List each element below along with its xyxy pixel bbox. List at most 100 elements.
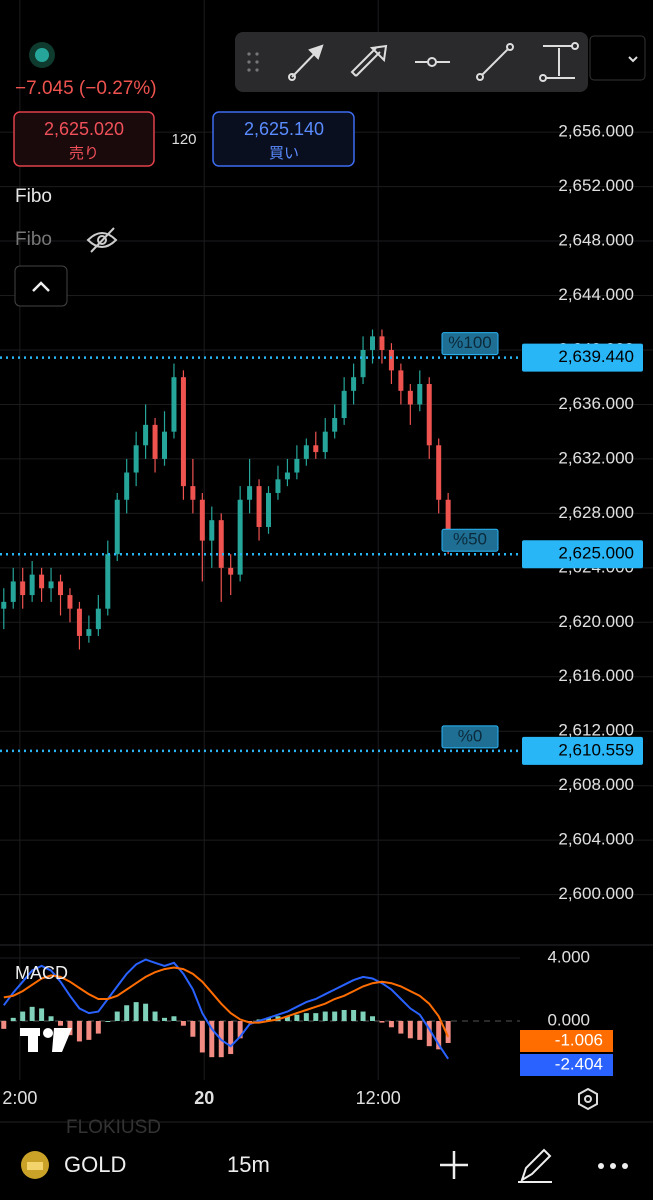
y-tick-label: 4.000 bbox=[547, 948, 590, 967]
histogram-bar bbox=[407, 1020, 413, 1039]
drag-handle bbox=[247, 52, 259, 72]
histogram-bar bbox=[388, 1020, 394, 1028]
price-change: −7.045 (−0.27%) bbox=[15, 78, 157, 99]
candle-body bbox=[67, 595, 73, 609]
last-value-box bbox=[520, 1030, 613, 1052]
last-value-label: -2.404 bbox=[555, 1054, 603, 1073]
histogram-bar bbox=[76, 1020, 82, 1042]
candle-body bbox=[1, 601, 7, 609]
tv-logo bbox=[20, 1028, 72, 1052]
candle-body bbox=[247, 486, 253, 500]
histogram-bar bbox=[426, 1020, 432, 1047]
candle-body bbox=[237, 499, 243, 575]
indicator-label: Fibo bbox=[15, 186, 52, 207]
y-tick-label: 2,652.000 bbox=[558, 176, 634, 195]
buy-label: 買い bbox=[269, 145, 299, 162]
candle-body bbox=[95, 608, 101, 630]
histogram-bar bbox=[303, 1013, 309, 1021]
histogram-bar bbox=[360, 1011, 366, 1021]
histogram-bar bbox=[39, 1008, 45, 1021]
buy-button[interactable] bbox=[212, 111, 355, 167]
dropdown-chevron bbox=[628, 56, 638, 63]
histogram-bar bbox=[95, 1020, 101, 1034]
horizontal-ray-tool[interactable] bbox=[415, 57, 450, 67]
dropdown[interactable] bbox=[589, 35, 646, 81]
histogram-bar bbox=[29, 1006, 35, 1021]
fibo-tag-box bbox=[441, 528, 499, 552]
fibo-tag-box bbox=[441, 725, 499, 749]
candle-body bbox=[341, 390, 347, 419]
candle-body bbox=[190, 486, 196, 500]
y-tick-label: 2,632.000 bbox=[558, 448, 634, 467]
chevron-up bbox=[32, 281, 50, 292]
candle-body bbox=[86, 629, 92, 636]
candle-body bbox=[171, 377, 177, 432]
last-value-box bbox=[520, 1054, 613, 1076]
candle-body bbox=[48, 581, 54, 589]
sell-button[interactable] bbox=[13, 111, 155, 167]
candle-body bbox=[322, 431, 328, 453]
histogram-bar bbox=[199, 1020, 205, 1053]
candle-body bbox=[124, 472, 130, 500]
candle-body bbox=[445, 499, 451, 552]
interval[interactable]: 15m bbox=[227, 1152, 270, 1177]
candle-body bbox=[143, 424, 149, 446]
symbol[interactable]: GOLD bbox=[64, 1152, 126, 1177]
drawing-toolbar bbox=[235, 32, 588, 92]
fibo-tag: %50 bbox=[453, 530, 487, 549]
price-range-tool[interactable] bbox=[539, 42, 579, 82]
candle-body bbox=[360, 349, 366, 378]
histogram-bar bbox=[152, 1011, 158, 1021]
candle-body bbox=[152, 424, 158, 459]
histogram-bar bbox=[322, 1011, 328, 1021]
candle-body bbox=[370, 336, 376, 350]
candle-body bbox=[162, 431, 168, 459]
spread: 120 bbox=[171, 131, 196, 148]
candle-body bbox=[284, 472, 290, 480]
indicator-title: MACD bbox=[15, 963, 68, 983]
histogram-bar bbox=[294, 1014, 300, 1021]
candle-body bbox=[294, 458, 300, 473]
histogram-bar bbox=[190, 1020, 196, 1037]
sell-label: 売り bbox=[69, 145, 99, 162]
histogram-bar bbox=[133, 1002, 139, 1021]
price-label-box bbox=[522, 540, 643, 569]
histogram-bar bbox=[180, 1020, 186, 1026]
candle-body bbox=[58, 581, 64, 596]
candle-body bbox=[275, 479, 281, 493]
collapse-button[interactable] bbox=[14, 265, 68, 307]
histogram-bar bbox=[58, 1020, 64, 1026]
y-tick-label: 2,600.000 bbox=[558, 884, 634, 903]
fibo-tag: %0 bbox=[458, 726, 483, 745]
arrow-marker-tool[interactable] bbox=[350, 44, 388, 77]
y-tick-label: 2,616.000 bbox=[558, 666, 634, 685]
candle-body bbox=[218, 520, 224, 568]
trend-line-tool[interactable] bbox=[476, 43, 514, 81]
eye-off-icon[interactable] bbox=[86, 227, 118, 253]
candle-body bbox=[388, 349, 394, 371]
y-tick-label: 2,608.000 bbox=[558, 775, 634, 794]
candle-body bbox=[407, 390, 413, 405]
settings-icon[interactable] bbox=[578, 1087, 598, 1111]
histogram-bar bbox=[86, 1020, 92, 1040]
fibo-tag-box bbox=[441, 332, 499, 356]
histogram-bar bbox=[370, 1016, 376, 1021]
add-button[interactable] bbox=[440, 1151, 468, 1179]
arrow-tool[interactable] bbox=[288, 44, 324, 81]
candle-body bbox=[256, 486, 262, 527]
candle-body bbox=[436, 445, 442, 500]
candle-body bbox=[332, 418, 338, 432]
x-tick-label: 2:00 bbox=[2, 1088, 37, 1108]
draw-button[interactable] bbox=[518, 1148, 552, 1183]
histogram-bar bbox=[20, 1011, 26, 1021]
histogram-bar bbox=[398, 1020, 404, 1034]
histogram-bar bbox=[209, 1020, 215, 1058]
price-label-box bbox=[522, 343, 643, 372]
histogram-bar bbox=[417, 1020, 423, 1040]
candle-body bbox=[10, 581, 16, 602]
y-tick-label: 2,604.000 bbox=[558, 830, 634, 849]
histogram-bar bbox=[445, 1020, 451, 1043]
x-tick-label: 12:00 bbox=[356, 1088, 401, 1108]
more-button[interactable] bbox=[598, 1163, 628, 1169]
